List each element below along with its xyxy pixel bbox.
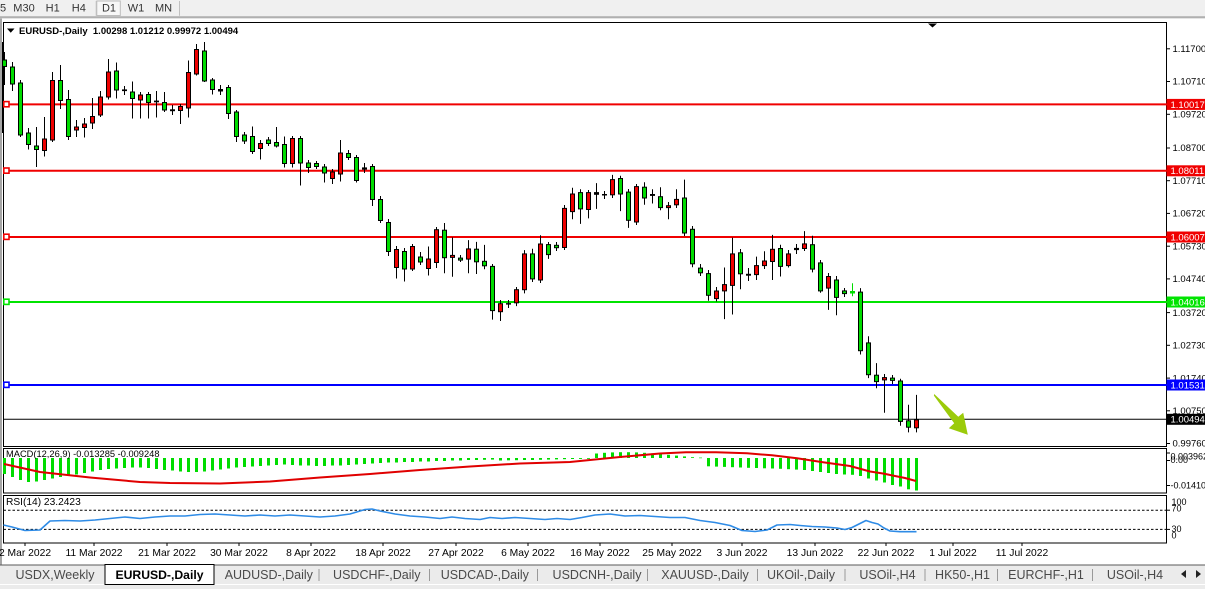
svg-text:EURUSD-,Daily 1.00298 1.01212: EURUSD-,Daily 1.00298 1.01212 0.99972 1.… xyxy=(19,26,239,37)
svg-text:EURUSD-,Daily: EURUSD-,Daily xyxy=(115,568,203,582)
svg-text:2 Mar 2022: 2 Mar 2022 xyxy=(0,548,51,559)
svg-text:USDCHF-,Daily: USDCHF-,Daily xyxy=(333,568,421,582)
svg-text:0.00: 0.00 xyxy=(1171,455,1189,465)
svg-text:H1: H1 xyxy=(46,3,60,15)
svg-text:M30: M30 xyxy=(13,3,34,15)
svg-text:H4: H4 xyxy=(72,3,86,15)
svg-text:8 Apr 2022: 8 Apr 2022 xyxy=(286,548,336,559)
svg-text:1.00494: 1.00494 xyxy=(1171,415,1205,426)
svg-text:MN: MN xyxy=(155,3,172,15)
svg-text:30: 30 xyxy=(1172,524,1182,534)
svg-text:USDX,Weekly: USDX,Weekly xyxy=(16,568,96,582)
svg-text:21 Mar 2022: 21 Mar 2022 xyxy=(138,548,196,559)
svg-text:XAUUSD-,Daily: XAUUSD-,Daily xyxy=(661,568,749,582)
svg-text:1.06720: 1.06720 xyxy=(1173,209,1205,220)
svg-text:USDCNH-,Daily: USDCNH-,Daily xyxy=(553,568,643,582)
svg-text:22 Jun 2022: 22 Jun 2022 xyxy=(858,548,915,559)
svg-text:HK50-,H1: HK50-,H1 xyxy=(935,568,990,582)
svg-text:MACD(12,26,9) -0.013285 -0.009: MACD(12,26,9) -0.013285 -0.009248 xyxy=(6,449,160,459)
svg-text:UKOil-,Daily: UKOil-,Daily xyxy=(767,568,836,582)
svg-text:1.05730: 1.05730 xyxy=(1173,241,1205,252)
svg-text:11 Jul 2022: 11 Jul 2022 xyxy=(996,548,1049,559)
svg-text:1.02730: 1.02730 xyxy=(1173,341,1205,352)
svg-text:1.00750: 1.00750 xyxy=(1173,406,1205,417)
svg-text:-0.01410: -0.01410 xyxy=(1171,481,1205,491)
svg-text:27 Apr 2022: 27 Apr 2022 xyxy=(428,548,484,559)
svg-text:1.11700: 1.11700 xyxy=(1173,44,1205,55)
svg-text:W1: W1 xyxy=(128,3,145,15)
svg-text:1.04740: 1.04740 xyxy=(1173,274,1205,285)
svg-text:1.08700: 1.08700 xyxy=(1173,143,1205,154)
svg-text:USOil-,H4: USOil-,H4 xyxy=(1107,568,1163,582)
svg-text:EURCHF-,H1: EURCHF-,H1 xyxy=(1008,568,1084,582)
svg-text:3 Jun 2022: 3 Jun 2022 xyxy=(717,548,768,559)
svg-text:1.03720: 1.03720 xyxy=(1173,308,1205,319)
svg-text:AUDUSD-,Daily: AUDUSD-,Daily xyxy=(225,568,314,582)
svg-text:1.08011: 1.08011 xyxy=(1171,166,1205,177)
svg-text:30 Mar 2022: 30 Mar 2022 xyxy=(210,548,268,559)
svg-text:1.01531: 1.01531 xyxy=(1171,380,1205,391)
svg-text:6 May 2022: 6 May 2022 xyxy=(501,548,555,559)
svg-text:1.07710: 1.07710 xyxy=(1173,176,1205,187)
svg-text:1.01740: 1.01740 xyxy=(1173,373,1205,384)
svg-text:11 Mar 2022: 11 Mar 2022 xyxy=(65,548,122,559)
svg-text:100: 100 xyxy=(1172,497,1187,507)
svg-text:1.10710: 1.10710 xyxy=(1173,77,1205,88)
svg-text:1.09720: 1.09720 xyxy=(1173,110,1205,121)
svg-text:0.003962: 0.003962 xyxy=(1171,452,1205,462)
svg-text:70: 70 xyxy=(1172,504,1182,514)
svg-text:RSI(14) 23.2423: RSI(14) 23.2423 xyxy=(6,497,81,508)
svg-text:1.10017: 1.10017 xyxy=(1171,100,1205,111)
svg-text:0.99760: 0.99760 xyxy=(1173,439,1205,450)
svg-text:1 Jul 2022: 1 Jul 2022 xyxy=(929,548,977,559)
svg-text:D1: D1 xyxy=(102,3,116,15)
svg-text:18 Apr 2022: 18 Apr 2022 xyxy=(355,548,411,559)
svg-text:13 Jun 2022: 13 Jun 2022 xyxy=(787,548,844,559)
svg-text:5: 5 xyxy=(0,3,6,15)
svg-text:USOil-,H4: USOil-,H4 xyxy=(859,568,915,582)
svg-text:0: 0 xyxy=(1172,531,1177,541)
svg-text:25 May 2022: 25 May 2022 xyxy=(642,548,702,559)
svg-text:USDCAD-,Daily: USDCAD-,Daily xyxy=(441,568,530,582)
svg-text:1.06007: 1.06007 xyxy=(1171,232,1205,243)
svg-text:1.04016: 1.04016 xyxy=(1171,297,1205,308)
svg-text:16 May 2022: 16 May 2022 xyxy=(570,548,630,559)
